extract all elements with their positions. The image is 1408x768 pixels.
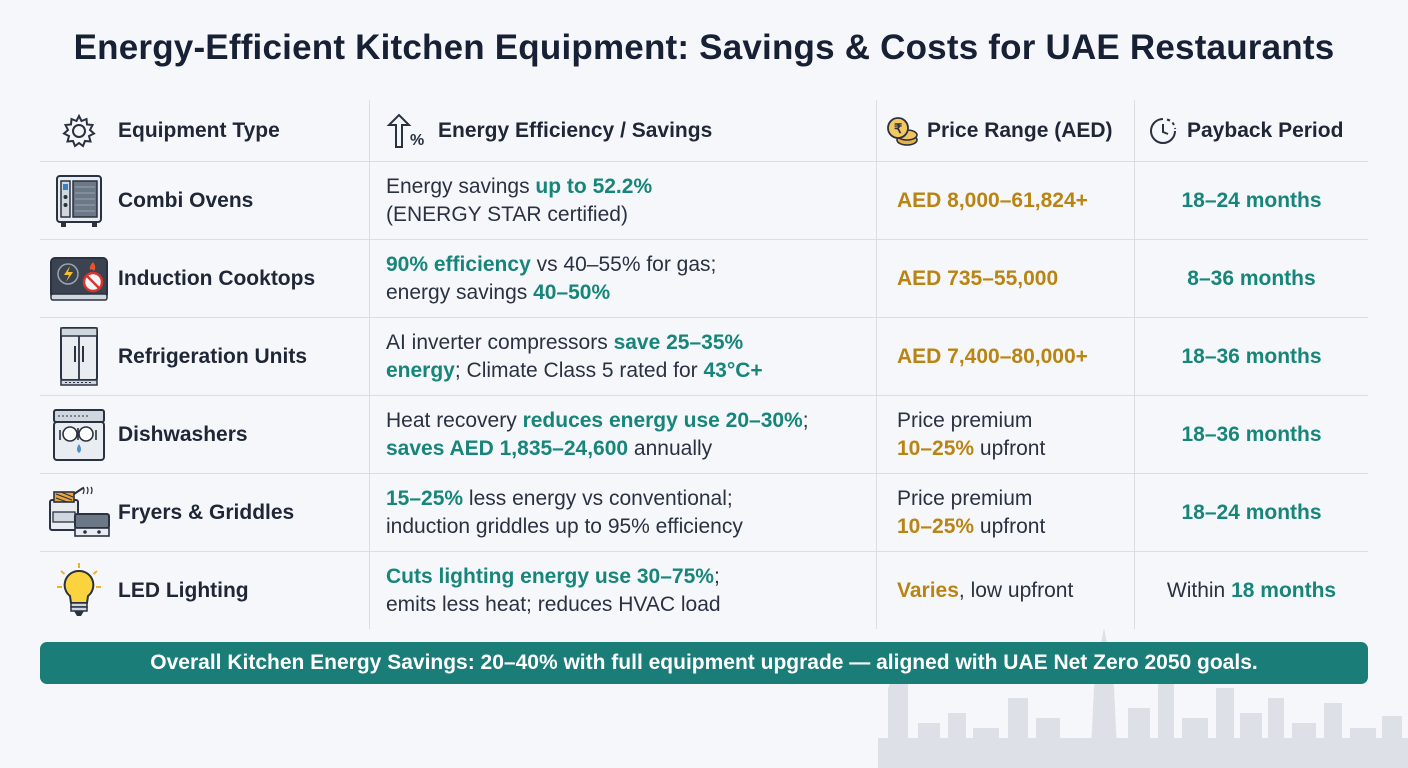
equipment-name: Fryers & Griddles: [118, 500, 295, 524]
payback-period: 18–36 months: [1181, 344, 1322, 368]
efficiency-description: 90% efficiency vs 40–55% for gas; energy…: [386, 252, 717, 304]
equipment-name: Dishwashers: [118, 422, 248, 446]
gear-icon: [62, 113, 96, 148]
equipment-table: Equipment Type % Energy Efficiency / Sav…: [40, 100, 1368, 629]
header-payback-period: Payback Period: [1187, 118, 1344, 142]
svg-text:₹: ₹: [894, 121, 903, 136]
efficiency-arrow-icon: %: [386, 113, 424, 149]
dubai-skyline-illustration: [878, 628, 1408, 768]
equipment-name: Induction Cooktops: [118, 266, 316, 290]
page-title: Energy-Efficient Kitchen Equipment: Savi…: [73, 28, 1335, 67]
fryer-griddle-icon: [49, 486, 110, 537]
payback-period: 18–24 months: [1181, 500, 1322, 524]
price-range: AED 735–55,000: [897, 266, 1059, 290]
refrigerator-icon: [60, 326, 98, 386]
table-row: Combi Ovens Energy savings up to 52.2% (…: [40, 162, 1368, 240]
price-range: AED 8,000–61,824+: [897, 188, 1088, 212]
efficiency-description: Cuts lighting energy use 30–75%; emits l…: [386, 564, 721, 616]
combi-oven-icon: [56, 174, 102, 227]
header-price-range: Price Range (AED): [927, 118, 1113, 142]
light-bulb-icon: [57, 562, 101, 616]
header-energy-efficiency: Energy Efficiency / Savings: [438, 118, 713, 142]
payback-period: 18–36 months: [1181, 422, 1322, 446]
induction-cooktop-icon: [50, 256, 108, 301]
table-row: LED Lighting Cuts lighting energy use 30…: [40, 552, 1368, 629]
price-range: Varies, low upfront: [897, 578, 1074, 602]
equipment-name: Refrigeration Units: [118, 344, 308, 368]
table-row: Fryers & Griddles 15–25% less energy vs …: [40, 474, 1368, 552]
payback-period: Within 18 months: [1166, 578, 1337, 602]
table-row: Induction Cooktops 90% efficiency vs 40–…: [40, 240, 1368, 318]
coins-icon: ₹: [887, 116, 918, 146]
price-range: Price premium 10–25% upfront: [897, 486, 1046, 538]
efficiency-description: 15–25% less energy vs conventional; indu…: [386, 486, 743, 538]
equipment-name: Combi Ovens: [118, 188, 254, 212]
payback-period: 18–24 months: [1181, 188, 1322, 212]
table-row: Refrigeration Units AI inverter compress…: [40, 318, 1368, 396]
efficiency-description: AI inverter compressors save 25–35% ener…: [386, 330, 763, 382]
price-range: AED 7,400–80,000+: [897, 344, 1088, 368]
price-range: Price premium 10–25% upfront: [897, 408, 1046, 460]
efficiency-description: Heat recovery reduces energy use 20–30%;…: [386, 408, 809, 460]
header-equipment-type: Equipment Type: [118, 118, 280, 142]
clock-icon: [1150, 117, 1177, 144]
table-row: Dishwashers Heat recovery reduces energy…: [40, 396, 1368, 474]
svg-text:%: %: [410, 132, 424, 149]
equipment-name: LED Lighting: [118, 578, 249, 602]
payback-period: 8–36 months: [1187, 266, 1316, 290]
dishwasher-icon: [53, 408, 105, 461]
table-header-row: Equipment Type % Energy Efficiency / Sav…: [40, 100, 1368, 162]
summary-banner: Overall Kitchen Energy Savings: 20–40% w…: [40, 642, 1368, 684]
efficiency-description: Energy savings up to 52.2% (ENERGY STAR …: [386, 174, 653, 226]
